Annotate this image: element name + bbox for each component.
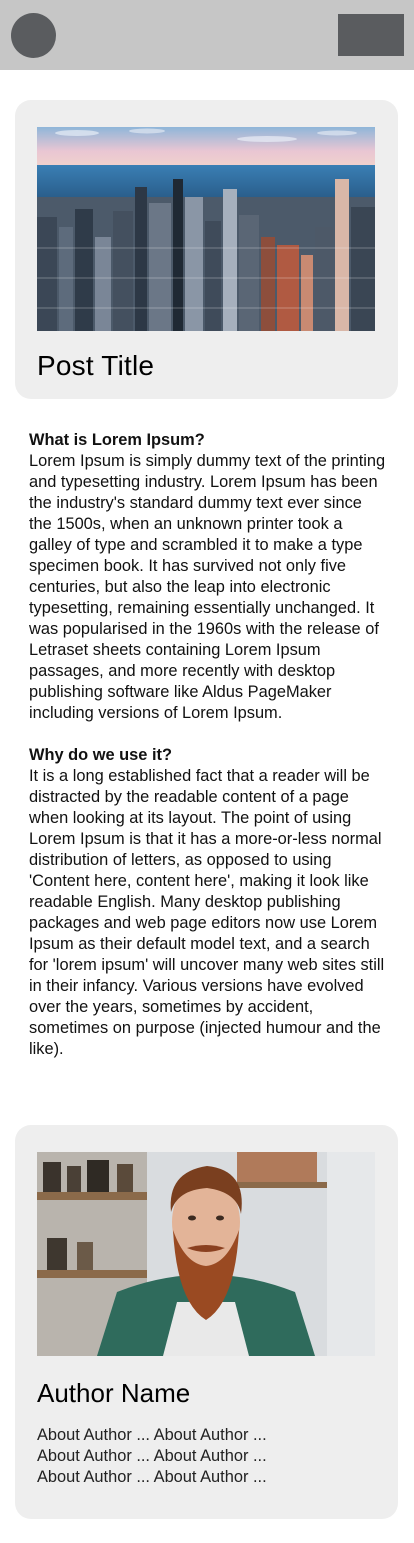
about-line: About Author ... About Author ...	[37, 1447, 267, 1465]
section-paragraph: It is a long established fact that a rea…	[29, 767, 385, 1058]
post-card: Post Title	[15, 100, 398, 399]
post-title: Post Title	[37, 350, 155, 381]
author-name: Author Name	[37, 1378, 191, 1408]
author-card: Author Name About Author ... About Autho…	[15, 1125, 398, 1519]
section-heading: What is Lorem Ipsum?	[29, 431, 205, 449]
top-bar	[0, 0, 414, 70]
author-photo	[37, 1152, 375, 1356]
about-line: About Author ... About Author ...	[37, 1468, 267, 1486]
post-hero-image	[37, 127, 375, 331]
about-line: About Author ... About Author ...	[37, 1426, 267, 1444]
section-heading: Why do we use it?	[29, 746, 172, 764]
section-paragraph: Lorem Ipsum is simply dummy text of the …	[29, 452, 386, 722]
article-body: What is Lorem Ipsum? Lorem Ipsum is simp…	[29, 430, 389, 1060]
avatar-icon[interactable]	[11, 13, 56, 58]
author-about: About Author ... About Author ... About …	[37, 1425, 377, 1488]
menu-button[interactable]	[338, 14, 404, 56]
